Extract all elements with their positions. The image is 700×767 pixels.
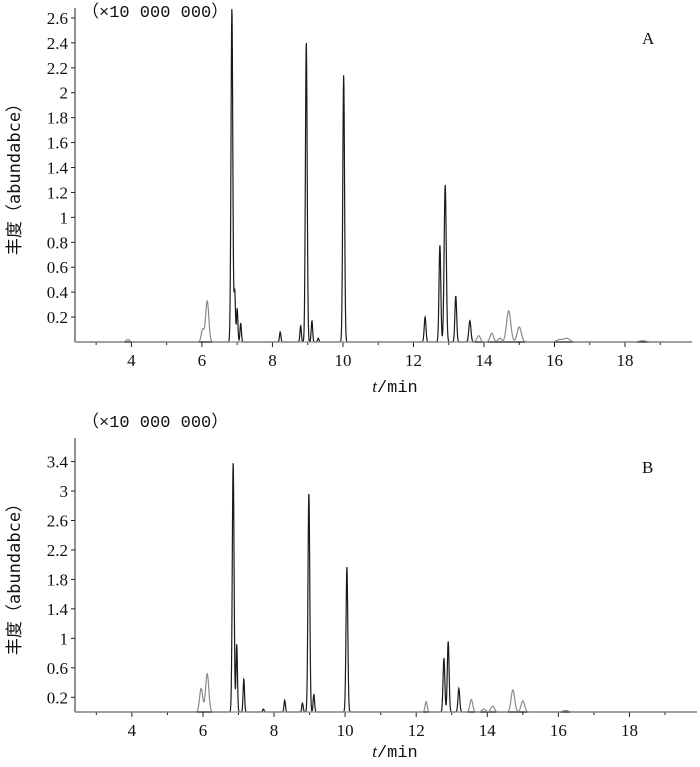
panel-a-y-tick-label: 2.6	[47, 9, 68, 28]
panel-a-y-tick-label: 1.6	[47, 134, 68, 153]
panel-b-x-axis-label-unit: /min	[377, 744, 418, 763]
panel-a-y-tick-label: 0.6	[47, 258, 68, 277]
panel-b-y-tick-label: 0.2	[47, 688, 68, 707]
panel-b-scale-note: （×10 000 000）	[82, 412, 228, 433]
panel-b-x-tick-label: 4	[128, 721, 137, 740]
panel-b-y-axis-label: 丰度（abundabce）	[5, 495, 25, 655]
panel-a-x-tick-label: 4	[127, 351, 136, 370]
panel-a-x-axis-label-unit: /min	[377, 379, 418, 398]
panel-a-y-tick-label: 2	[60, 84, 69, 103]
panel-b-x-tick-label: 14	[479, 721, 497, 740]
panel-a-y-tick-label: 1	[60, 208, 69, 227]
panel-b-x-axis-label-var: t	[372, 742, 378, 761]
panel-b-y-tick-label: 2.6	[47, 511, 68, 530]
panel-b-y-tick-label: 2.2	[47, 541, 68, 560]
panel-b-x-axis-label: t/min	[372, 742, 418, 763]
panel-a-x-tick-label: 12	[405, 351, 422, 370]
panel-a-x-axis-label-var: t	[372, 377, 378, 396]
panel-b-y-tick-label: 3	[60, 482, 69, 501]
panel-a-x-tick-label: 8	[268, 351, 277, 370]
panel-a-plot-area: 4 6 8 10 12 14 16 18 0.2 0.4 0.6 0.8 1 1.2 1.4 1.6 1.8 2 2…	[47, 8, 692, 370]
panel-a: （×10 000 000） A 丰度（abundabce） t/min 4 6 8 1…	[5, 2, 692, 398]
panel-b-x-tick-label: 6	[199, 721, 208, 740]
panel-b-plot-area: 4 6 8 10 12 14 16 18 0.2 0.6 1 1.4 1.8 2.2 2.6 3 3.4	[47, 438, 697, 740]
panel-a-y-tick-label: 0.2	[47, 308, 68, 327]
panel-b-y-tick-label: 1.8	[47, 570, 68, 589]
panel-a-trace-2	[75, 299, 692, 343]
panel-a-y-tick-label: 0.4	[47, 283, 69, 302]
panel-a-y-axis-label: 丰度（abundabce）	[5, 95, 25, 255]
panel-a-y-tick-label: 0.8	[47, 233, 68, 252]
panel-b-trace-2	[75, 672, 697, 713]
panel-b-trace-1	[75, 463, 697, 713]
panel-a-y-tick-label: 1.8	[47, 109, 68, 128]
panel-b-y-tick-label: 0.6	[47, 659, 68, 678]
panel-b: （×10 000 000） B 丰度（abundabce） t/min 4 6 8 1…	[5, 412, 697, 763]
panel-a-trace-1	[75, 9, 692, 343]
panel-a-x-tick-label: 18	[617, 351, 634, 370]
panel-a-y-tick-label: 2.4	[47, 34, 69, 53]
panel-a-y-tick-label: 1.4	[47, 159, 69, 178]
panel-a-x-tick-label: 14	[475, 351, 493, 370]
panel-b-x-tick-label: 18	[621, 721, 638, 740]
panel-a-x-tick-label: 10	[334, 351, 351, 370]
panel-b-label: B	[642, 458, 653, 477]
panel-a-label: A	[642, 29, 655, 48]
panel-b-y-tick-label: 1.4	[47, 600, 69, 619]
panel-b-x-tick-label: 8	[270, 721, 279, 740]
panel-a-x-tick-label: 16	[546, 351, 563, 370]
panel-b-x-tick-label: 16	[550, 721, 567, 740]
panel-b-y-tick-label: 1	[60, 629, 69, 648]
panel-b-x-tick-label: 12	[408, 721, 425, 740]
panel-a-x-tick-label: 6	[198, 351, 207, 370]
panel-a-y-tick-label: 1.2	[47, 183, 68, 202]
panel-a-x-axis-label: t/min	[372, 377, 418, 398]
panel-a-y-tick-label: 2.2	[47, 59, 68, 78]
panel-b-y-tick-label: 3.4	[47, 453, 69, 472]
panel-b-x-tick-label: 10	[337, 721, 354, 740]
panel-a-scale-note: （×10 000 000）	[82, 2, 228, 23]
